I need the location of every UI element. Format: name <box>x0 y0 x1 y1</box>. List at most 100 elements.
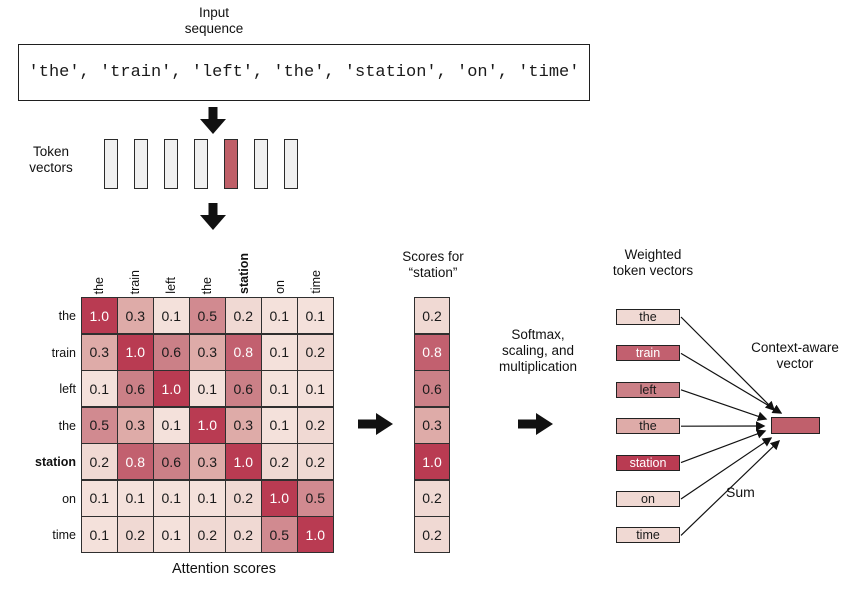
token-vectors-label: Token vectors <box>29 144 73 175</box>
matrix-row-labels: the train left the station on time <box>6 299 76 553</box>
matrix-cell: 0.1 <box>262 334 297 370</box>
matrix-cell: 0.1 <box>154 298 189 333</box>
sum-arrow <box>680 429 767 464</box>
matrix-cell: 0.2 <box>226 517 261 552</box>
weighted-token-box: station <box>616 454 680 471</box>
attention-scores-caption: Attention scores <box>172 561 276 577</box>
token-vector-bar <box>284 139 298 189</box>
matrix-cell: 0.1 <box>82 480 117 516</box>
context-aware-vector-box <box>771 417 820 434</box>
matrix-row-label: time <box>52 528 76 542</box>
matrix-column-headers: the train left the station on time <box>81 228 334 294</box>
matrix-row-label: on <box>62 491 76 506</box>
matrix-col-label: the <box>200 276 215 294</box>
matrix-cell: 0.8 <box>226 334 261 370</box>
matrix-cell: 0.2 <box>82 444 117 479</box>
matrix-cell: 0.1 <box>262 298 297 333</box>
arrow-right-icon <box>518 413 553 435</box>
matrix-cell: 0.5 <box>298 480 333 516</box>
matrix-cell: 0.2 <box>190 517 225 552</box>
token-vector-bar <box>134 139 148 189</box>
matrix-cell: 0.1 <box>118 480 153 516</box>
matrix-cell: 1.0 <box>154 371 189 406</box>
weighted-token-box: train <box>616 345 680 362</box>
arrow-down-icon <box>200 203 226 230</box>
matrix-cell: 0.3 <box>118 298 153 333</box>
matrix-col-label: train <box>128 269 143 294</box>
score-cell: 0.6 <box>415 371 449 406</box>
weighted-token-vectors-label: Weighted token vectors <box>612 247 694 278</box>
matrix-cell: 0.3 <box>226 407 261 443</box>
token-vector-bar <box>104 139 118 189</box>
matrix-cell: 0.1 <box>154 407 189 443</box>
input-sequence-text: 'the', 'train', 'left', 'the', 'station'… <box>28 63 580 82</box>
matrix-cell: 0.6 <box>118 371 153 406</box>
matrix-cell: 0.2 <box>298 407 333 443</box>
matrix-cell: 1.0 <box>298 517 333 552</box>
weighted-token-box: left <box>616 381 680 398</box>
attention-matrix: 1.0 0.3 0.1 0.5 0.2 0.1 0.1 0.3 1.0 0.6 0.3 0.8 0.1 0… <box>81 297 334 553</box>
softmax-label: Softmax, scaling, and multiplication <box>498 327 578 374</box>
token-vector-bars <box>104 139 298 189</box>
matrix-row-label: the <box>58 418 76 433</box>
token-vector-bar <box>254 139 268 189</box>
matrix-cell: 0.1 <box>154 480 189 516</box>
matrix-cell: 0.5 <box>82 407 117 443</box>
matrix-col-label: on <box>272 280 287 294</box>
sum-label: Sum <box>726 484 755 500</box>
matrix-cell: 0.1 <box>82 517 117 552</box>
matrix-col-label: station <box>236 253 251 294</box>
input-sequence-box: 'the', 'train', 'left', 'the', 'station'… <box>18 44 590 101</box>
matrix-cell: 0.2 <box>262 444 297 479</box>
matrix-row-label: the <box>58 309 76 323</box>
matrix-cell: 1.0 <box>82 298 117 333</box>
score-cell: 1.0 <box>415 444 449 479</box>
arrow-right-icon <box>358 413 393 435</box>
token-vector-bar <box>164 139 178 189</box>
matrix-cell: 0.3 <box>82 334 117 370</box>
matrix-cell: 0.1 <box>262 371 297 406</box>
score-cell: 0.8 <box>415 334 449 370</box>
matrix-cell: 0.2 <box>118 517 153 552</box>
matrix-row-label: station <box>35 455 76 469</box>
matrix-row-label: train <box>51 345 76 360</box>
matrix-cell: 0.1 <box>262 407 297 443</box>
weighted-token-box: time <box>616 527 680 544</box>
matrix-col-label: left <box>164 277 179 294</box>
matrix-cell: 0.2 <box>226 298 261 333</box>
sum-arrow <box>680 389 768 421</box>
matrix-cell: 0.2 <box>226 480 261 516</box>
matrix-cell: 0.1 <box>298 298 333 333</box>
input-sequence-label: Input sequence <box>184 5 244 36</box>
matrix-cell: 0.2 <box>298 334 333 370</box>
arrow-down-icon <box>200 107 226 134</box>
matrix-cell: 0.1 <box>82 371 117 406</box>
matrix-cell: 0.6 <box>154 334 189 370</box>
matrix-cell: 1.0 <box>190 407 225 443</box>
score-cell: 0.2 <box>415 298 449 333</box>
matrix-cell: 1.0 <box>118 334 153 370</box>
matrix-cell: 0.1 <box>154 517 189 552</box>
matrix-cell: 1.0 <box>262 480 297 516</box>
weighted-token-box: the <box>616 418 680 435</box>
context-aware-vector-label: Context-aware vector <box>751 340 839 371</box>
token-vector-bar <box>194 139 208 189</box>
matrix-cell: 0.3 <box>118 407 153 443</box>
matrix-cell: 0.1 <box>190 480 225 516</box>
matrix-cell: 0.3 <box>190 334 225 370</box>
matrix-col-label: the <box>92 276 107 294</box>
matrix-cell: 0.5 <box>262 517 297 552</box>
weighted-token-box: the <box>616 309 680 325</box>
matrix-col-label: time <box>308 270 323 294</box>
scores-column: 0.2 0.8 0.6 0.3 1.0 0.2 0.2 <box>414 297 450 553</box>
matrix-cell: 0.3 <box>190 444 225 479</box>
score-cell: 0.3 <box>415 407 449 443</box>
token-vector-bar <box>224 139 238 189</box>
matrix-cell: 0.1 <box>298 371 333 406</box>
matrix-cell: 0.6 <box>226 371 261 406</box>
weighted-token-box: on <box>616 491 680 507</box>
matrix-row-label: left <box>59 382 76 396</box>
matrix-cell: 0.5 <box>190 298 225 333</box>
matrix-cell: 0.8 <box>118 444 153 479</box>
